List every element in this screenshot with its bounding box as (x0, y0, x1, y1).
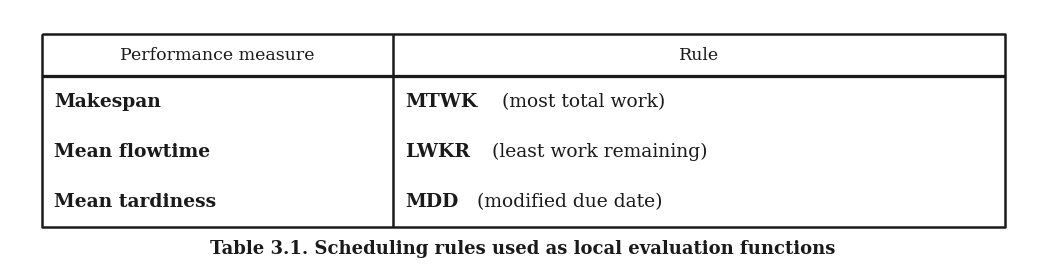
Text: Mean flowtime: Mean flowtime (54, 143, 210, 161)
Text: Makespan: Makespan (54, 92, 161, 111)
Text: MTWK: MTWK (406, 92, 478, 111)
Text: LWKR: LWKR (406, 143, 471, 161)
Text: (most total work): (most total work) (502, 92, 665, 111)
Text: Performance measure: Performance measure (120, 47, 314, 64)
Text: Mean tardiness: Mean tardiness (54, 193, 217, 211)
Text: Rule: Rule (679, 47, 719, 64)
Text: MDD: MDD (406, 193, 459, 211)
Text: (least work remaining): (least work remaining) (492, 143, 708, 161)
Text: Table 3.1. Scheduling rules used as local evaluation functions: Table 3.1. Scheduling rules used as loca… (210, 240, 836, 258)
Text: (modified due date): (modified due date) (478, 193, 663, 211)
